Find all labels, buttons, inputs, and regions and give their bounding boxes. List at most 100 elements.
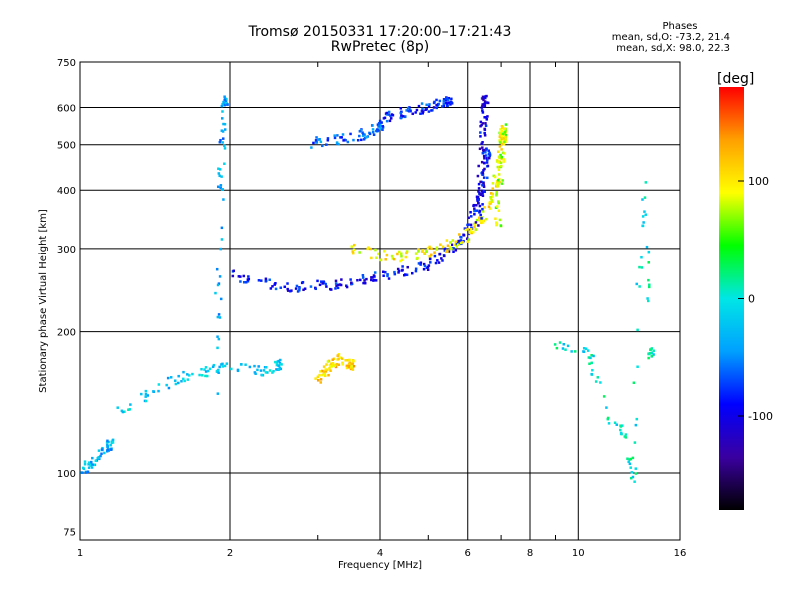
scatter-point bbox=[482, 154, 486, 158]
scatter-point bbox=[316, 279, 319, 283]
scatter-point bbox=[481, 173, 485, 176]
scatter-point bbox=[367, 246, 370, 249]
scatter-point bbox=[470, 227, 473, 231]
scatter-point bbox=[482, 176, 486, 179]
scatter-point bbox=[275, 368, 278, 371]
scatter-point bbox=[498, 139, 501, 142]
scatter-point bbox=[216, 369, 219, 373]
scatter-point bbox=[358, 134, 361, 138]
scatter-point bbox=[216, 283, 220, 287]
scatter-point bbox=[257, 365, 260, 368]
scatter-point bbox=[458, 233, 461, 236]
scatter-point bbox=[483, 104, 487, 108]
colorbar-label: [deg] bbox=[717, 71, 754, 87]
scatter-point bbox=[486, 158, 489, 162]
scatter-point bbox=[456, 242, 459, 245]
scatter-point bbox=[444, 250, 448, 253]
scatter-point bbox=[496, 205, 499, 208]
scatter-point bbox=[326, 368, 329, 371]
scatter-point bbox=[497, 201, 500, 205]
scatter-point bbox=[318, 137, 321, 141]
scatter-point bbox=[327, 373, 330, 377]
scatter-point bbox=[483, 131, 486, 135]
scatter-point bbox=[480, 123, 483, 127]
scatter-point bbox=[421, 110, 425, 113]
scatter-point bbox=[345, 285, 349, 289]
scatter-point bbox=[225, 98, 228, 101]
scatter-point bbox=[324, 282, 327, 286]
scatter-point bbox=[484, 151, 487, 154]
scatter-point bbox=[231, 274, 235, 278]
scatter-point bbox=[643, 210, 646, 213]
scatter-point bbox=[314, 287, 318, 291]
scatter-point bbox=[351, 250, 354, 253]
scatter-point bbox=[480, 142, 483, 146]
scatter-point bbox=[265, 366, 268, 369]
scatter-point bbox=[478, 210, 482, 213]
scatter-point bbox=[411, 112, 414, 116]
scatter-point bbox=[498, 218, 502, 222]
scatter-point bbox=[309, 285, 313, 288]
scatter-point bbox=[504, 133, 508, 137]
scatter-point bbox=[627, 460, 630, 463]
scatter-point bbox=[483, 127, 486, 131]
colorbar-tick-label: 100 bbox=[748, 175, 769, 188]
scatter-point bbox=[268, 278, 271, 282]
data-points bbox=[80, 94, 655, 483]
scatter-point bbox=[400, 258, 404, 262]
scatter-point bbox=[116, 406, 119, 409]
scatter-point bbox=[497, 155, 501, 158]
scatter-point bbox=[491, 195, 494, 198]
scatter-point bbox=[401, 115, 405, 118]
scatter-point bbox=[480, 189, 484, 193]
scatter-point bbox=[457, 241, 461, 245]
colorbar-tick-label: 0 bbox=[748, 293, 755, 306]
y-tick-label: 600 bbox=[57, 104, 76, 115]
scatter-point bbox=[416, 256, 419, 260]
scatter-point bbox=[497, 150, 500, 153]
scatter-point bbox=[386, 274, 389, 278]
scatter-point bbox=[599, 381, 602, 384]
scatter-point bbox=[486, 176, 489, 180]
scatter-point bbox=[223, 128, 227, 131]
scatter-point bbox=[248, 365, 252, 369]
scatter-point bbox=[106, 445, 110, 449]
scatter-point bbox=[221, 102, 224, 106]
scatter-point bbox=[489, 196, 492, 199]
scatter-point bbox=[475, 209, 478, 212]
scatter-point bbox=[499, 153, 502, 157]
scatter-point bbox=[492, 174, 496, 178]
scatter-point bbox=[487, 205, 491, 208]
scatter-point bbox=[501, 179, 504, 182]
scatter-point bbox=[450, 247, 453, 251]
scatter-point bbox=[319, 370, 322, 373]
scatter-point bbox=[423, 252, 426, 255]
scatter-point bbox=[86, 470, 90, 474]
scatter-point bbox=[223, 147, 227, 150]
scatter-point bbox=[462, 233, 465, 237]
scatter-point bbox=[496, 165, 500, 169]
scatter-point bbox=[485, 94, 488, 98]
scatter-point bbox=[479, 180, 482, 184]
scatter-point bbox=[401, 268, 404, 272]
scatter-point bbox=[428, 255, 431, 258]
y-axis-label: Stationary phase Virtual Height [km] bbox=[38, 209, 49, 393]
scatter-point bbox=[500, 141, 503, 144]
scatter-point bbox=[630, 471, 634, 474]
scatter-point bbox=[500, 134, 504, 138]
scatter-point bbox=[473, 213, 476, 216]
scatter-point bbox=[496, 160, 499, 163]
scatter-point bbox=[591, 368, 594, 372]
scatter-point bbox=[388, 119, 392, 123]
scatter-point bbox=[274, 360, 277, 364]
scatter-point bbox=[503, 139, 507, 142]
scatter-point bbox=[419, 261, 423, 264]
scatter-point bbox=[602, 395, 606, 398]
scatter-point bbox=[127, 408, 130, 412]
scatter-point bbox=[310, 146, 313, 149]
scatter-point bbox=[502, 159, 506, 162]
scatter-point bbox=[337, 357, 340, 360]
scatter-point bbox=[582, 350, 585, 353]
scatter-point bbox=[204, 370, 208, 373]
